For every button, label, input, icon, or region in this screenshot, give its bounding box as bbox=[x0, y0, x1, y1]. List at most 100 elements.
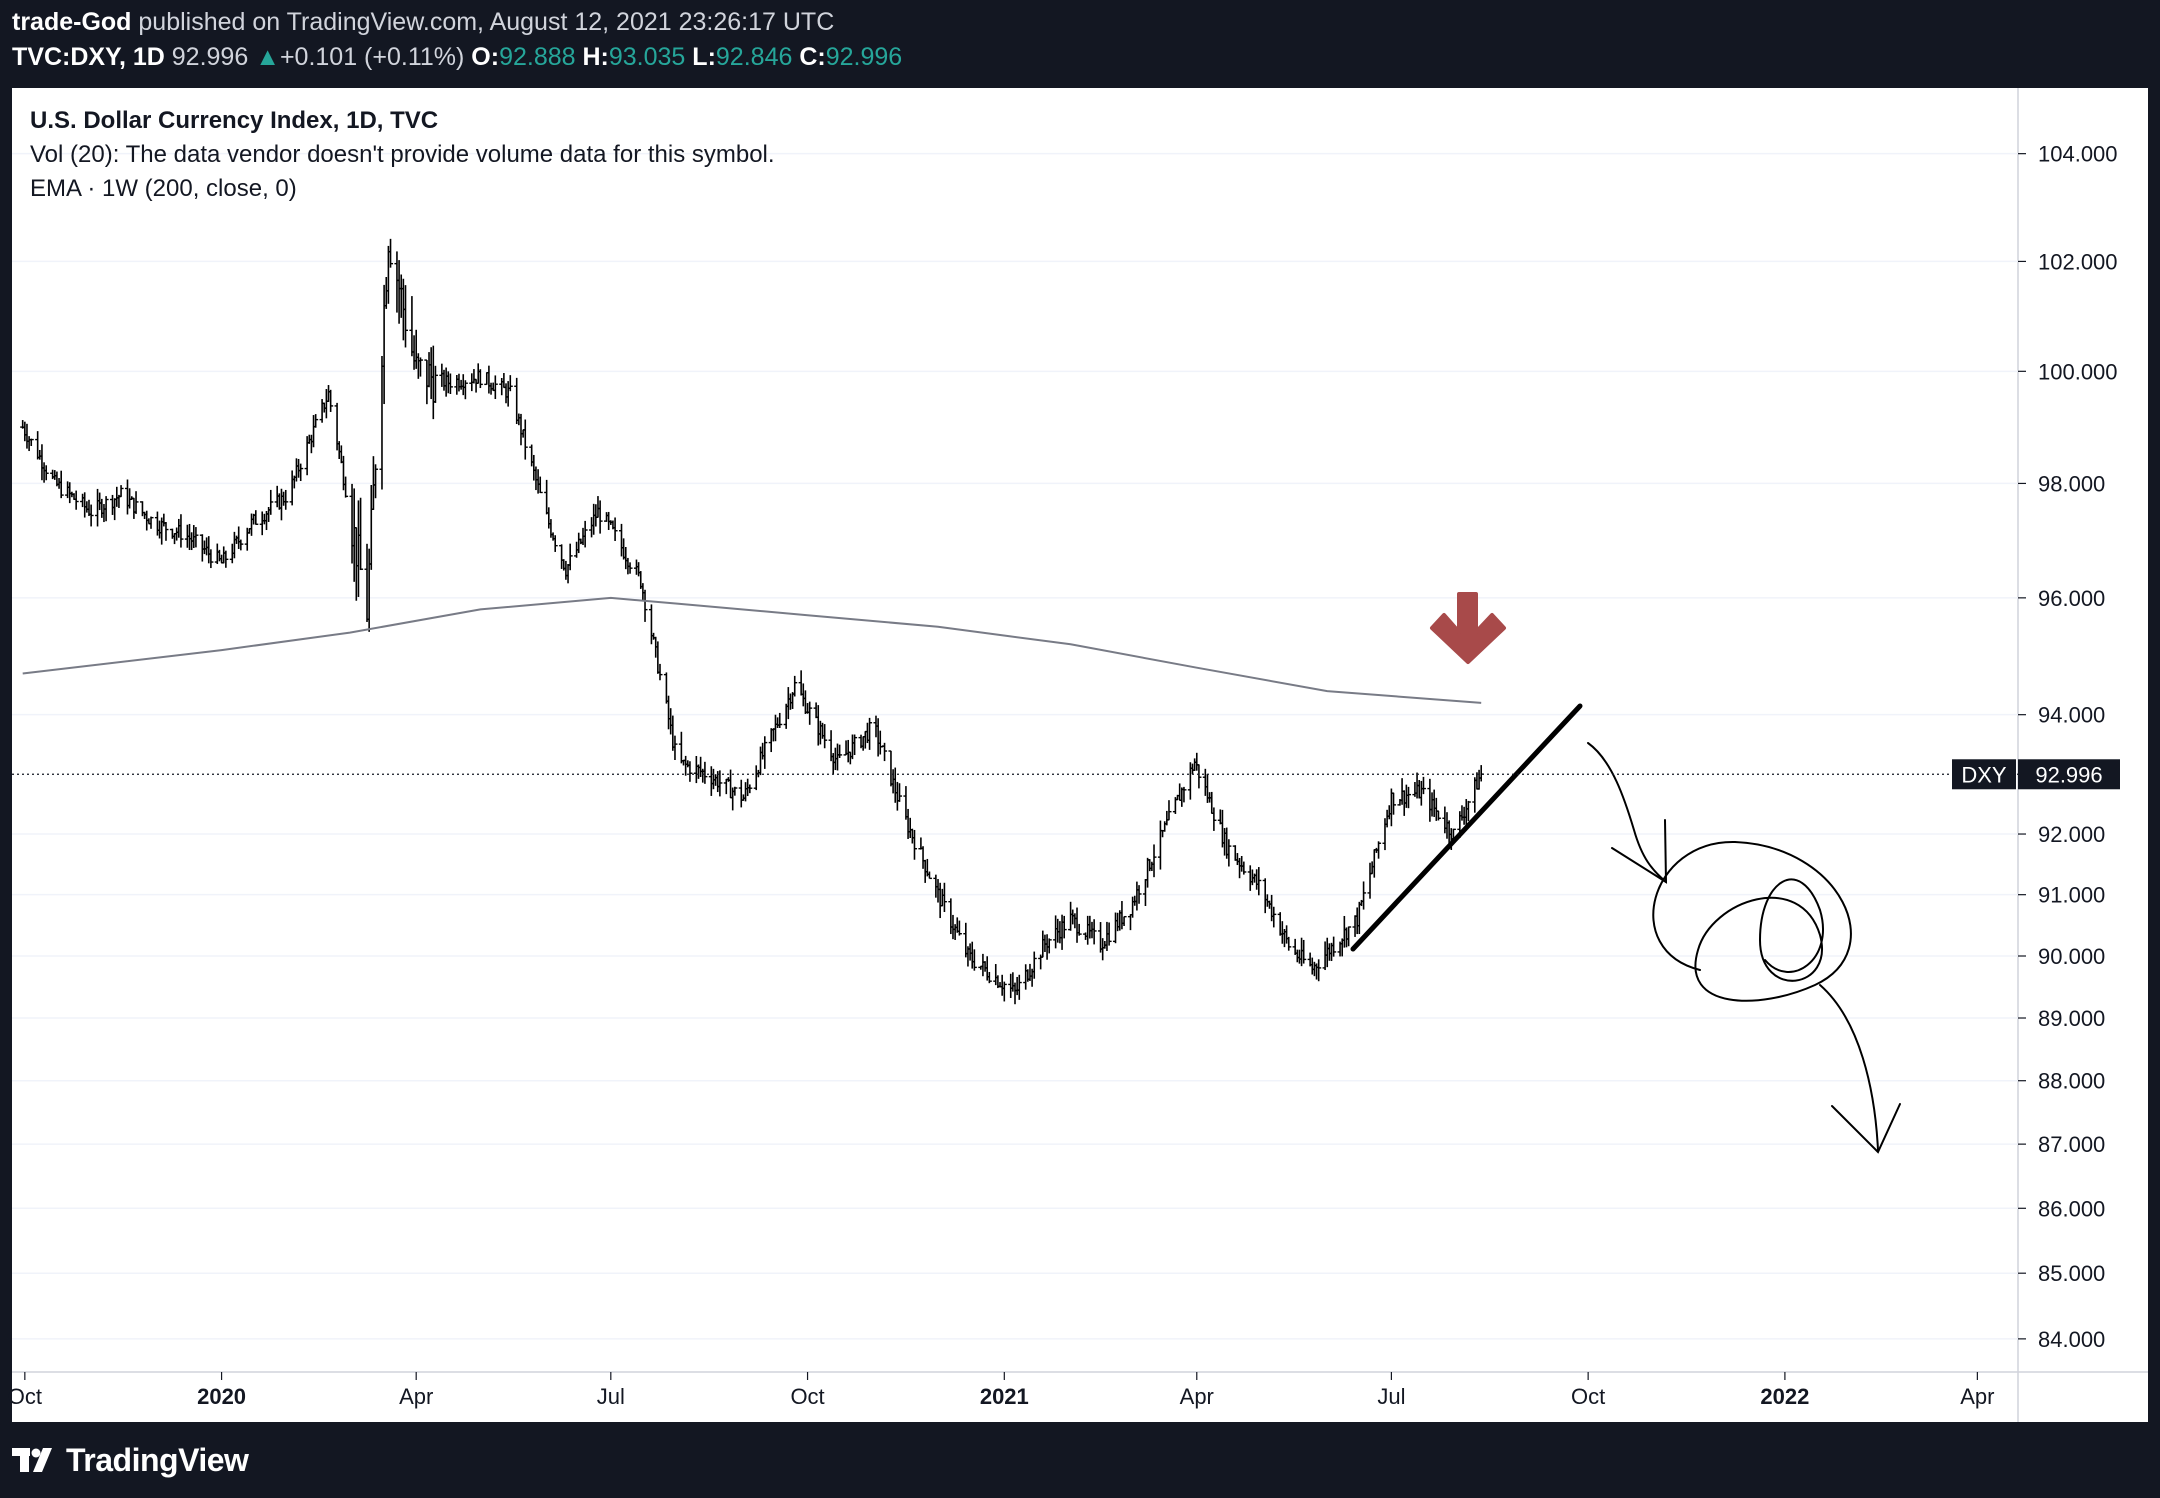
price-bar bbox=[1256, 867, 1262, 896]
legend-title[interactable]: U.S. Dollar Currency Index, 1D, TVC bbox=[30, 107, 439, 134]
y-tick-label: 102.000 bbox=[2038, 249, 2118, 274]
price-bar bbox=[43, 465, 49, 481]
chart-panel[interactable] bbox=[12, 88, 2148, 1422]
price-bar bbox=[1196, 764, 1202, 789]
price-bar bbox=[852, 734, 858, 756]
price-bar bbox=[163, 522, 169, 541]
high-label: H: bbox=[582, 43, 609, 71]
close-value: 92.996 bbox=[825, 43, 903, 71]
y-tick-label: 92.000 bbox=[2038, 822, 2105, 847]
price-bar bbox=[118, 485, 124, 498]
price-bar bbox=[477, 369, 483, 389]
y-tick-label: 96.000 bbox=[2038, 586, 2105, 611]
price-bar bbox=[223, 550, 229, 568]
price-bar bbox=[238, 539, 244, 551]
price-bar bbox=[1091, 919, 1097, 945]
ema-line bbox=[22, 596, 1482, 704]
price-bar bbox=[941, 882, 947, 913]
y-tick-label: 90.000 bbox=[2038, 944, 2105, 969]
price-bar bbox=[1226, 839, 1232, 867]
price-bar bbox=[1211, 807, 1217, 831]
price-bar bbox=[253, 510, 259, 525]
price-bar bbox=[522, 419, 528, 460]
price-bar bbox=[911, 829, 917, 860]
price-bar bbox=[417, 357, 423, 377]
y-tick-label: 94.000 bbox=[2038, 703, 2105, 728]
y-tick-label: 85.000 bbox=[2038, 1261, 2105, 1286]
price-bar bbox=[687, 761, 693, 782]
price-bar bbox=[807, 701, 813, 725]
price-bar bbox=[1157, 820, 1163, 870]
price-bar bbox=[642, 589, 648, 622]
time-axis[interactable]: Oct 2020 Apr Jul Oct 2021 Apr Jul Oct 2022 Apr bbox=[8, 1372, 1995, 1409]
up-arrow-icon: ▲ bbox=[255, 43, 280, 71]
publish-text: published on TradingView.com, August 12,… bbox=[138, 8, 835, 36]
y-tick-label: 86.000 bbox=[2038, 1196, 2105, 1221]
price-bar bbox=[1031, 951, 1037, 979]
price-bar bbox=[1361, 881, 1367, 910]
price-bar bbox=[747, 784, 753, 794]
grid-lines bbox=[12, 88, 2148, 1422]
x-tick-label: Apr bbox=[1960, 1384, 1994, 1409]
price-bar bbox=[837, 744, 843, 758]
price-bar bbox=[552, 535, 558, 552]
price-bar bbox=[313, 414, 319, 428]
x-tick-label: 2021 bbox=[980, 1384, 1029, 1409]
price-bar bbox=[926, 871, 932, 880]
price-bar bbox=[1151, 844, 1157, 878]
price-bar bbox=[956, 920, 962, 936]
price-bar bbox=[567, 543, 573, 571]
price-bar bbox=[1001, 981, 1007, 1002]
y-tick-label: 98.000 bbox=[2038, 471, 2105, 496]
footer bbox=[0, 1422, 2160, 1498]
price-bar bbox=[1316, 959, 1322, 982]
last-price: 92.996 bbox=[171, 43, 249, 71]
price-bar bbox=[738, 779, 744, 808]
price-bar bbox=[897, 783, 903, 802]
price-change: +0.101 (+0.11%) bbox=[279, 43, 465, 71]
open-value: 92.888 bbox=[499, 43, 576, 71]
y-tick-label: 87.000 bbox=[2038, 1132, 2105, 1157]
price-bar bbox=[612, 517, 618, 542]
author-name[interactable]: trade-God bbox=[12, 8, 132, 36]
price-tag-value: 92.996 bbox=[2035, 762, 2102, 787]
price-bar bbox=[1076, 923, 1082, 936]
y-tick-label: 88.000 bbox=[2038, 1069, 2105, 1094]
price-bar bbox=[88, 504, 94, 527]
price-bar bbox=[792, 675, 798, 697]
price-bar bbox=[657, 663, 663, 681]
price-bar bbox=[268, 489, 274, 515]
y-tick-label: 84.000 bbox=[2038, 1327, 2105, 1352]
header: trade-God published on TradingView.com, … bbox=[0, 0, 2160, 88]
low-value: 92.846 bbox=[715, 43, 793, 71]
price-bar bbox=[343, 476, 349, 498]
y-tick-label: 100.000 bbox=[2038, 359, 2118, 384]
price-bar bbox=[1406, 786, 1412, 809]
price-bar bbox=[388, 238, 394, 268]
price-bar bbox=[148, 516, 154, 529]
price-bar bbox=[358, 497, 364, 571]
price-bar bbox=[627, 562, 633, 574]
price-bar bbox=[753, 765, 759, 791]
x-tick-label: Oct bbox=[1571, 1384, 1605, 1409]
price-bar bbox=[582, 520, 588, 548]
price-bars bbox=[20, 238, 1484, 1005]
price-bar bbox=[882, 742, 888, 762]
down-arrow-icon bbox=[1430, 592, 1506, 664]
price-bar bbox=[1271, 906, 1277, 928]
legend-ema[interactable]: EMA · 1W (200, close, 0) bbox=[30, 175, 297, 202]
price-bar bbox=[1435, 810, 1441, 821]
price-bar bbox=[717, 770, 723, 797]
price-axis[interactable]: 104.000 102.000 100.000 98.000 96.000 94.000 9… bbox=[2018, 142, 2118, 1352]
tradingview-logo[interactable]: TradingView bbox=[12, 1440, 249, 1480]
legend-volume[interactable]: Vol (20): The data vendor doesn't provid… bbox=[30, 141, 775, 168]
price-bar bbox=[208, 549, 214, 569]
price-bar bbox=[1046, 938, 1052, 954]
price-bar bbox=[672, 735, 678, 761]
price-bar bbox=[678, 731, 684, 764]
low-label: L: bbox=[692, 43, 716, 71]
x-tick-label: Oct bbox=[790, 1384, 824, 1409]
ema-polyline bbox=[22, 596, 1482, 704]
price-bar bbox=[432, 365, 438, 403]
